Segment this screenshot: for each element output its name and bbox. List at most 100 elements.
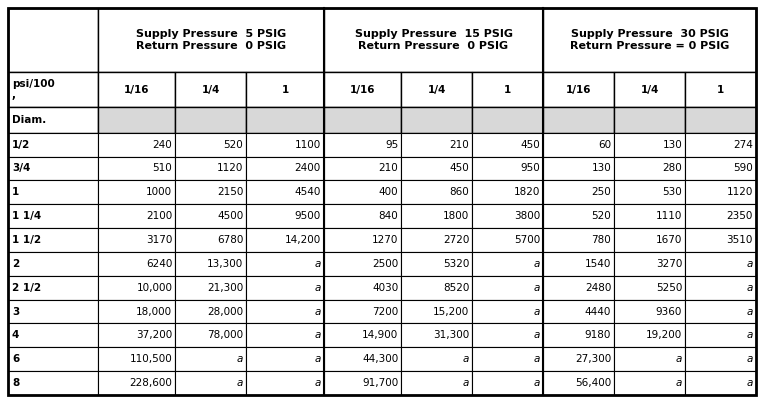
Bar [685, 181, 756, 204]
Text: 1110: 1110 [656, 211, 682, 221]
Text: a: a [675, 378, 682, 388]
Text: 6240: 6240 [146, 259, 173, 269]
Bar [685, 133, 756, 156]
Bar [8, 228, 98, 252]
Text: Supply Pressure  5 PSIG
Return Pressure  0 PSIG: Supply Pressure 5 PSIG Return Pressure 0… [136, 29, 286, 51]
Bar [8, 371, 98, 395]
Text: 520: 520 [591, 211, 611, 221]
Text: 2350: 2350 [727, 211, 753, 221]
Text: 13,300: 13,300 [207, 259, 243, 269]
Text: 450: 450 [520, 140, 540, 150]
Text: 9180: 9180 [584, 330, 611, 341]
Bar [543, 204, 614, 228]
Text: Diam.: Diam. [12, 115, 47, 125]
Text: 8520: 8520 [443, 283, 469, 293]
Text: a: a [746, 354, 753, 364]
Bar [324, 371, 401, 395]
Bar [176, 252, 246, 276]
Bar [324, 324, 401, 347]
Text: 44,300: 44,300 [362, 354, 398, 364]
Bar [685, 299, 756, 324]
Text: 3170: 3170 [146, 235, 173, 245]
Text: 15,200: 15,200 [433, 307, 469, 316]
Text: 780: 780 [591, 235, 611, 245]
Bar [324, 133, 401, 156]
Bar [324, 156, 401, 181]
Text: 10,000: 10,000 [137, 283, 173, 293]
Bar [472, 107, 543, 133]
Text: 2400: 2400 [295, 164, 321, 173]
Text: 210: 210 [379, 164, 398, 173]
Text: 3270: 3270 [656, 259, 682, 269]
Text: 7200: 7200 [372, 307, 398, 316]
Bar [246, 72, 324, 107]
Bar [401, 181, 472, 204]
Text: 5700: 5700 [514, 235, 540, 245]
Bar [614, 252, 685, 276]
Text: 280: 280 [662, 164, 682, 173]
Text: a: a [463, 378, 469, 388]
Bar [472, 156, 543, 181]
Text: 1270: 1270 [372, 235, 398, 245]
Text: 1/4: 1/4 [640, 85, 659, 95]
Bar [401, 324, 472, 347]
Text: 400: 400 [379, 187, 398, 197]
Bar [8, 276, 98, 299]
Bar [685, 371, 756, 395]
Text: 91,700: 91,700 [362, 378, 398, 388]
Bar [8, 204, 98, 228]
Text: a: a [315, 307, 321, 316]
Bar [324, 72, 401, 107]
Bar [614, 181, 685, 204]
Bar [614, 347, 685, 371]
Text: 1120: 1120 [217, 164, 243, 173]
Text: 19,200: 19,200 [646, 330, 682, 341]
Bar [685, 107, 756, 133]
Text: 250: 250 [591, 187, 611, 197]
Bar [176, 324, 246, 347]
Text: a: a [746, 378, 753, 388]
Text: 2100: 2100 [146, 211, 173, 221]
Text: 1/4: 1/4 [202, 85, 220, 95]
Text: 21,300: 21,300 [207, 283, 243, 293]
Text: 1: 1 [281, 85, 289, 95]
Bar [543, 156, 614, 181]
Bar [685, 276, 756, 299]
Bar [98, 228, 176, 252]
Bar [472, 181, 543, 204]
Text: a: a [237, 354, 243, 364]
Bar [246, 133, 324, 156]
Bar [472, 72, 543, 107]
Text: 60: 60 [598, 140, 611, 150]
Bar [176, 276, 246, 299]
Bar [324, 299, 401, 324]
Text: 2720: 2720 [443, 235, 469, 245]
Bar [176, 181, 246, 204]
Text: 5250: 5250 [656, 283, 682, 293]
Text: 37,200: 37,200 [136, 330, 173, 341]
Bar [98, 299, 176, 324]
Text: 950: 950 [520, 164, 540, 173]
Text: 2: 2 [12, 259, 19, 269]
Text: a: a [746, 283, 753, 293]
Bar [472, 371, 543, 395]
Text: 31,300: 31,300 [433, 330, 469, 341]
Text: 130: 130 [591, 164, 611, 173]
Bar [324, 252, 401, 276]
Bar [685, 324, 756, 347]
Text: a: a [315, 330, 321, 341]
Text: 1540: 1540 [584, 259, 611, 269]
Text: 1/16: 1/16 [350, 85, 375, 95]
Bar [543, 181, 614, 204]
Bar [176, 228, 246, 252]
Text: 240: 240 [153, 140, 173, 150]
Bar [614, 133, 685, 156]
Bar [98, 252, 176, 276]
Text: 3: 3 [12, 307, 19, 316]
Text: 18,000: 18,000 [136, 307, 173, 316]
Bar [543, 228, 614, 252]
Bar [176, 72, 246, 107]
Bar [176, 371, 246, 395]
Bar [176, 347, 246, 371]
Text: a: a [534, 378, 540, 388]
